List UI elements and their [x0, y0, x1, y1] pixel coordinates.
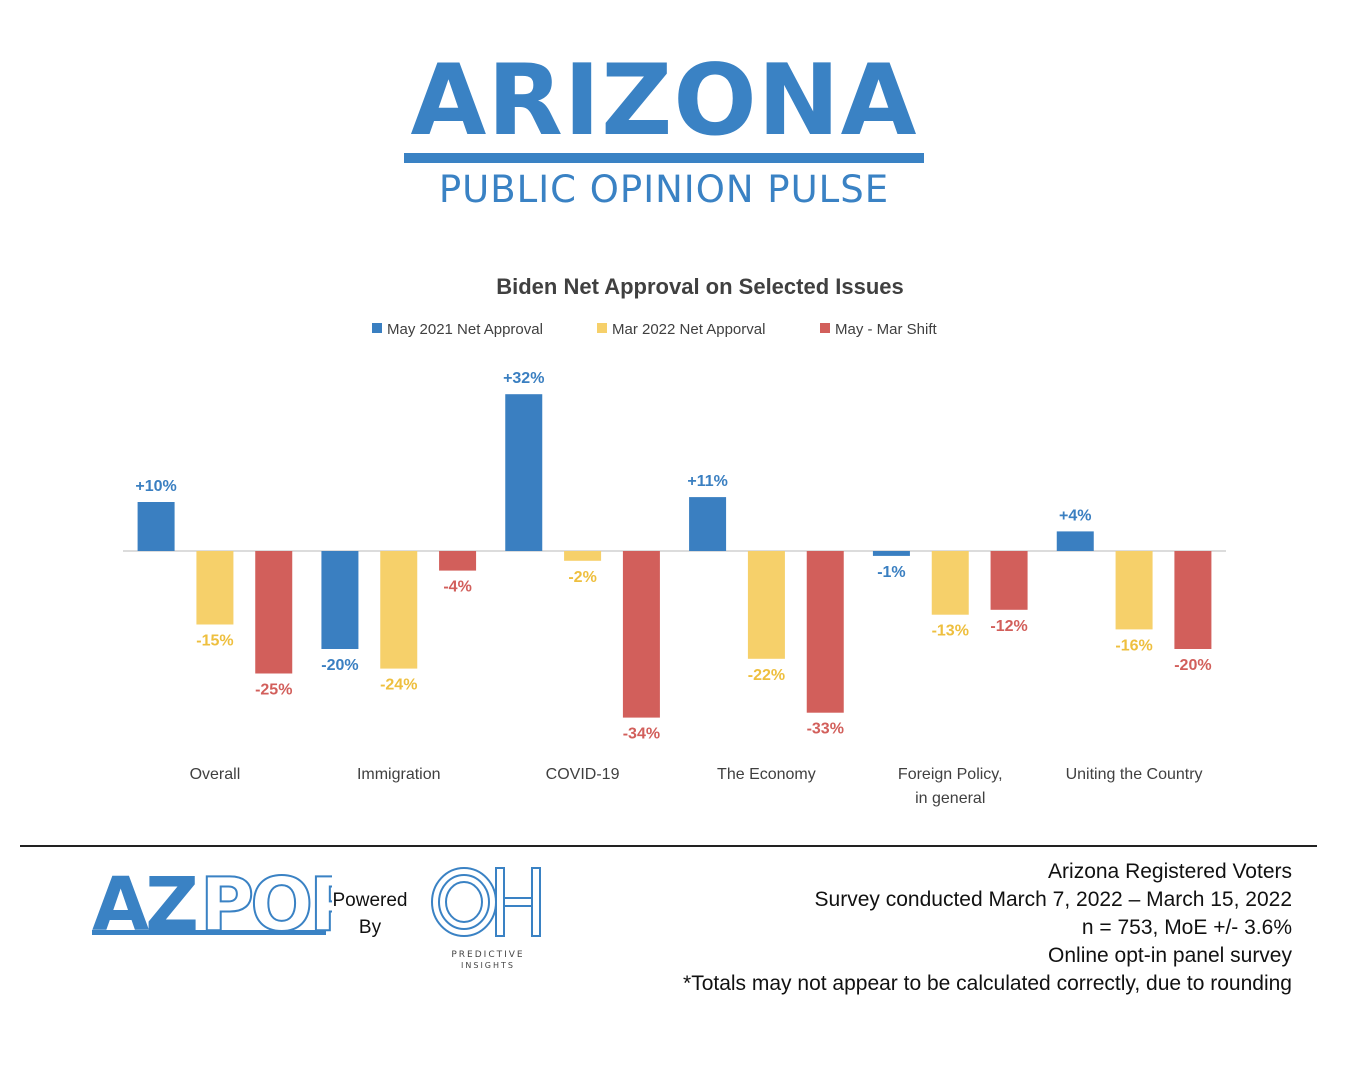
data-label: -34%	[623, 726, 660, 743]
legend-swatch	[597, 323, 607, 333]
by-word: By	[358, 917, 382, 938]
data-label: -20%	[1174, 657, 1211, 674]
category-label: The Economy	[717, 766, 816, 783]
bar	[747, 551, 785, 659]
chart-title: Biden Net Approval on Selected Issues	[496, 274, 904, 299]
survey-notes: Arizona Registered Voters Survey conduct…	[683, 858, 1292, 998]
svg-text:POP: POP	[200, 866, 332, 936]
bar	[505, 394, 543, 551]
bar	[689, 497, 727, 551]
data-label: -24%	[380, 677, 417, 694]
bar	[321, 551, 359, 649]
data-label: -20%	[321, 657, 358, 674]
data-label: -25%	[255, 682, 292, 699]
legend-label: May 2021 Net Approval	[387, 321, 543, 338]
partner-sub: INSIGHTS	[461, 961, 515, 970]
note-line: Survey conducted March 7, 2022 – March 1…	[814, 888, 1292, 911]
bar	[872, 551, 910, 556]
data-label: -33%	[807, 721, 844, 738]
svg-text:AZ: AZ	[92, 866, 196, 936]
data-label: +4%	[1059, 507, 1091, 524]
powered-word: Powered	[332, 890, 408, 911]
legend-label: Mar 2022 Net Apporval	[612, 321, 765, 338]
logo-subtitle: PUBLIC OPINION PULSE	[438, 168, 890, 211]
logo-title: ARIZONA	[410, 44, 918, 158]
logo-rule	[404, 153, 924, 163]
data-label: -4%	[443, 579, 471, 596]
data-label: +32%	[503, 370, 544, 387]
partner-name: PREDICTIVE	[451, 950, 524, 960]
bar	[564, 551, 602, 561]
powered-by-text: Powered By	[330, 887, 410, 941]
data-label: -16%	[1115, 637, 1152, 654]
bar	[1174, 551, 1212, 649]
bar	[255, 551, 293, 674]
data-label: +10%	[135, 478, 176, 495]
data-label: -2%	[568, 569, 596, 586]
note-line: *Totals may not appear to be calculated …	[683, 972, 1292, 995]
bar	[990, 551, 1028, 610]
azpop-logo: AZ POP	[92, 866, 332, 936]
data-label: -22%	[748, 667, 785, 684]
oh-predictive-insights-logo: PREDICTIVE INSIGHTS	[431, 867, 541, 970]
data-label: -12%	[990, 618, 1027, 635]
legend-label: May - Mar Shift	[835, 321, 938, 338]
bar	[137, 502, 175, 551]
bar	[439, 551, 477, 571]
note-line: n = 753, MoE +/- 3.6%	[1081, 916, 1292, 939]
bar	[1056, 531, 1094, 551]
note-line: Arizona Registered Voters	[1048, 860, 1292, 883]
bar	[931, 551, 969, 615]
bar	[622, 551, 660, 718]
data-label: -13%	[932, 623, 969, 640]
category-label: in general	[915, 790, 985, 807]
legend-swatch	[372, 323, 382, 333]
bar	[380, 551, 418, 669]
category-label: Immigration	[357, 766, 441, 783]
bar	[196, 551, 234, 625]
category-label: Uniting the Country	[1066, 766, 1203, 783]
header: ARIZONA PUBLIC OPINION PULSE	[0, 0, 1370, 230]
category-label: COVID-19	[546, 766, 620, 783]
bar-chart: Biden Net Approval on Selected Issues May…	[123, 274, 1226, 807]
category-label: Overall	[190, 766, 241, 783]
data-label: -1%	[877, 564, 905, 581]
footer-divider	[20, 845, 1317, 847]
bar	[1115, 551, 1153, 630]
note-line: Online opt-in panel survey	[1048, 944, 1292, 967]
legend-swatch	[820, 323, 830, 333]
data-label: +11%	[687, 473, 727, 490]
bar	[806, 551, 844, 713]
data-label: -15%	[196, 633, 233, 650]
category-label: Foreign Policy,	[898, 766, 1003, 783]
